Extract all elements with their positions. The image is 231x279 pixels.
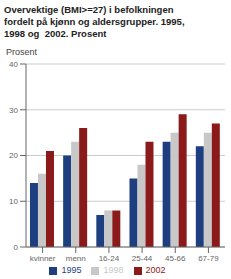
svg-text:10: 10 — [9, 197, 18, 206]
svg-text:0: 0 — [14, 243, 19, 252]
html-text:1998 og 2002. Prosent: 1998 og 2002. Prosent — [4, 28, 107, 39]
html-text:1998: 1998 — [103, 265, 124, 275]
html-text:2002: 2002 — [145, 265, 166, 275]
svg-text:kvinner: kvinner — [30, 254, 56, 263]
html-text:Prosent: Prosent — [6, 47, 37, 57]
svg-text:30: 30 — [9, 106, 18, 115]
html-text:Overvektige (BMI>=27) i befolk: Overvektige (BMI>=27) i befolkningen — [4, 4, 174, 15]
html-text:fordelt på kjønn og aldersgrup: fordelt på kjønn og aldersgrupper. 1995, — [4, 16, 185, 27]
html-text:1995: 1995 — [61, 265, 82, 275]
svg-text:20: 20 — [9, 151, 18, 160]
svg-text:40: 40 — [9, 60, 18, 69]
svg-text:67-79: 67-79 — [198, 254, 219, 263]
svg-text:25-44: 25-44 — [132, 254, 153, 263]
svg-text:menn: menn — [66, 254, 86, 263]
svg-text:45-66: 45-66 — [165, 254, 186, 263]
svg-text:16-24: 16-24 — [99, 254, 120, 263]
